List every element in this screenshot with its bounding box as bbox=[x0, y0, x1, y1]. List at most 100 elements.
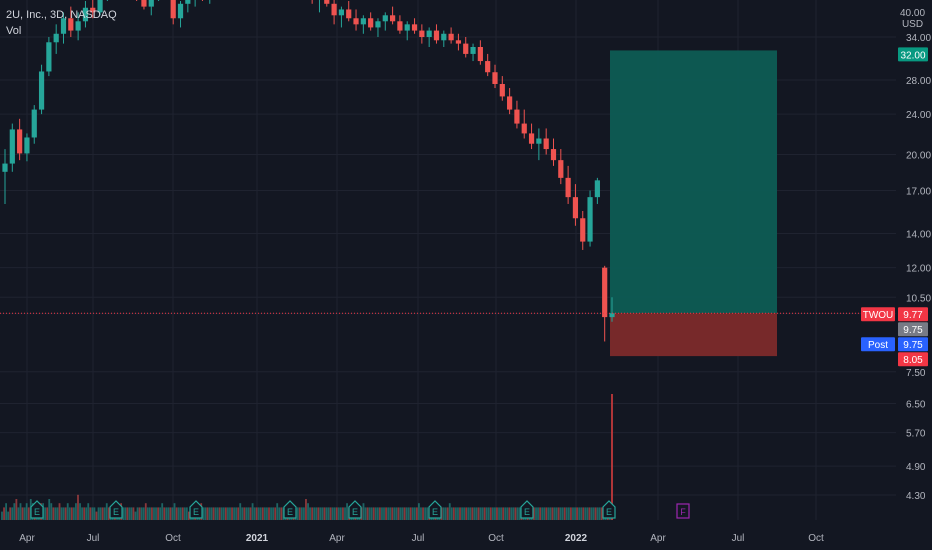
volume-bar bbox=[553, 507, 556, 520]
candle-body bbox=[397, 21, 403, 31]
volume-bar bbox=[339, 507, 342, 520]
future-event-marker bbox=[676, 503, 690, 519]
volume-bar bbox=[253, 507, 256, 520]
volume-bar bbox=[594, 507, 597, 520]
volume-bar bbox=[251, 503, 254, 520]
volume-bar bbox=[1, 511, 3, 520]
candle-body bbox=[558, 160, 564, 178]
volume-bar bbox=[97, 507, 100, 520]
volume-bar bbox=[268, 507, 270, 520]
volume-bar bbox=[592, 507, 595, 520]
price-tick-label: 14.00 bbox=[906, 230, 931, 241]
volume-bar bbox=[387, 507, 390, 520]
volume-bar bbox=[208, 507, 211, 520]
volume-bar bbox=[362, 503, 365, 520]
volume-bar bbox=[547, 507, 550, 520]
price-tick-label: 20.00 bbox=[906, 151, 931, 162]
earnings-marker bbox=[520, 500, 534, 519]
volume-bar bbox=[596, 507, 599, 520]
volume-bar bbox=[500, 507, 502, 520]
volume-bar bbox=[567, 507, 570, 520]
candle-body bbox=[528, 133, 535, 144]
volume-bar bbox=[222, 507, 225, 520]
position-profit-zone bbox=[610, 50, 777, 314]
candle-body bbox=[31, 109, 37, 138]
volume-bar bbox=[551, 507, 554, 520]
volume-bar bbox=[56, 507, 59, 520]
price-tick-label: 6.50 bbox=[906, 399, 926, 410]
volume-bar bbox=[77, 494, 79, 520]
volume-bar bbox=[537, 507, 539, 520]
price-tick-label: 4.30 bbox=[906, 491, 926, 502]
candle-body bbox=[470, 46, 476, 54]
volume-bar bbox=[81, 507, 84, 520]
time-tick-label: Apr bbox=[329, 533, 345, 544]
volume-bar bbox=[311, 507, 314, 520]
top-price-tick: 40.00 bbox=[900, 8, 926, 19]
volume-bar bbox=[124, 507, 127, 520]
candle-body bbox=[499, 83, 505, 97]
candle-body bbox=[411, 24, 418, 31]
candle-body bbox=[390, 15, 396, 22]
volume-bar bbox=[424, 507, 426, 520]
volume-bar bbox=[370, 507, 373, 520]
volume-bar bbox=[487, 507, 490, 520]
time-tick-label: 2021 bbox=[246, 533, 269, 544]
volume-bar bbox=[266, 507, 268, 520]
volume-bar bbox=[374, 507, 377, 520]
volume-bar bbox=[179, 507, 182, 520]
volume-bar bbox=[337, 507, 340, 520]
volume-bar bbox=[280, 507, 283, 520]
volume-bar bbox=[261, 507, 264, 520]
currency-unit: USD bbox=[901, 19, 924, 30]
volume-bar bbox=[459, 507, 461, 520]
volume-bar bbox=[578, 507, 581, 520]
volume-bar bbox=[309, 507, 311, 520]
candle-body bbox=[507, 96, 513, 110]
candle-body bbox=[580, 218, 586, 242]
volume-bar bbox=[401, 507, 404, 520]
volume-bar bbox=[346, 503, 348, 520]
earnings-marker bbox=[189, 500, 203, 519]
volume-bar bbox=[151, 507, 153, 520]
candle-body bbox=[148, 0, 154, 7]
volume-bar bbox=[533, 507, 535, 520]
position-loss-zone bbox=[610, 313, 777, 357]
volume-bar bbox=[514, 507, 517, 520]
volume-bar bbox=[307, 503, 309, 520]
volume-bar bbox=[335, 507, 338, 520]
candle-body bbox=[24, 137, 30, 154]
volume-bar bbox=[7, 511, 10, 520]
volume-bar bbox=[469, 507, 472, 520]
volume-bar bbox=[167, 507, 170, 520]
event-label: E bbox=[352, 507, 358, 517]
volume-bar bbox=[535, 507, 537, 520]
candle-body bbox=[587, 197, 593, 242]
volume-bar bbox=[600, 507, 603, 520]
volume-bar bbox=[557, 507, 560, 520]
candle-body bbox=[382, 15, 388, 22]
event-label: E bbox=[34, 507, 40, 517]
volume-bar bbox=[344, 507, 346, 520]
volume-bar bbox=[13, 503, 16, 520]
volume-bar bbox=[142, 507, 145, 520]
price-tick-label: 28.00 bbox=[906, 76, 931, 87]
price-tick-label: 4.90 bbox=[906, 462, 926, 473]
price-tag-value: 8.05 bbox=[903, 355, 923, 366]
volume-bar bbox=[255, 507, 258, 520]
earnings-marker bbox=[348, 500, 362, 519]
volume-bar bbox=[161, 503, 164, 520]
volume-bar bbox=[580, 507, 583, 520]
price-tick-label: 24.00 bbox=[906, 110, 931, 121]
currency-label: 40.00 USD bbox=[900, 8, 925, 30]
candle-body bbox=[368, 18, 374, 28]
price-tick-label: 17.00 bbox=[906, 187, 931, 198]
volume-bar bbox=[489, 507, 492, 520]
volume-bar bbox=[15, 499, 18, 520]
candle-body bbox=[90, 7, 96, 13]
volume-bar bbox=[331, 507, 334, 520]
volume-bar bbox=[379, 507, 381, 520]
price-tag-target bbox=[898, 47, 928, 62]
volume-bar bbox=[303, 507, 305, 520]
